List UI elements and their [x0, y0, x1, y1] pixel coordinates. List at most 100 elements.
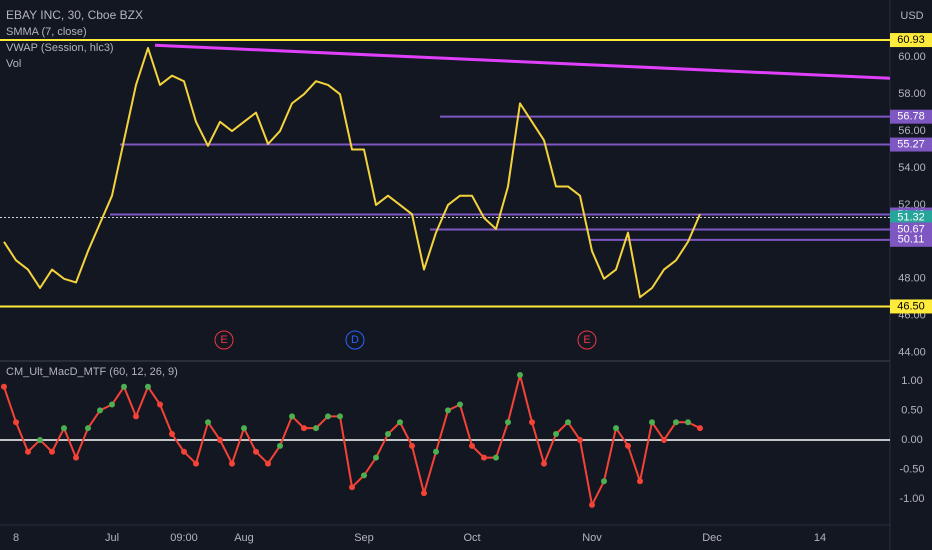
level-tag	[890, 109, 932, 124]
x-tick-label: 09:00	[170, 532, 198, 544]
macd-dot	[565, 419, 571, 426]
macd-dot	[589, 501, 595, 508]
macd-dot	[61, 425, 67, 432]
macd-dot	[421, 490, 427, 497]
macd-dot	[409, 442, 415, 449]
macd-dot	[685, 419, 691, 426]
macd-dot	[169, 431, 175, 438]
level-tag	[890, 33, 932, 48]
macd-dot	[577, 436, 583, 443]
y-tick-label: 48.00	[898, 273, 926, 285]
macd-dot	[529, 419, 535, 426]
y-tick-label: 0.00	[901, 434, 922, 446]
level-label: 51.32	[897, 211, 925, 223]
macd-dot	[205, 419, 211, 426]
level-label: 55.27	[897, 138, 925, 150]
macd-dot	[505, 419, 511, 426]
symbol-title: EBAY INC, 30, Cboe BZX	[6, 8, 143, 22]
x-tick-label: Jul	[105, 532, 119, 544]
macd-dot	[325, 413, 331, 420]
macd-dot	[649, 419, 655, 426]
currency-label[interactable]: USD	[900, 10, 923, 22]
macd-dot	[301, 425, 307, 432]
level-tag	[890, 299, 932, 314]
level-tag	[890, 210, 932, 225]
macd-dot	[373, 454, 379, 461]
level-label: 50.11	[898, 234, 925, 246]
x-tick-label: Dec	[702, 532, 722, 544]
macd-dot	[337, 413, 343, 420]
macd-dot	[277, 442, 283, 449]
macd-dot	[97, 407, 103, 414]
x-tick-label: Oct	[463, 532, 480, 544]
indicator-label: SMMA (7, close)	[6, 26, 87, 38]
y-tick-label: 60.00	[898, 51, 926, 63]
macd-dot	[289, 413, 295, 420]
macd-dot	[25, 448, 31, 455]
event-label: E	[583, 334, 590, 346]
macd-dot	[109, 401, 115, 408]
macd-dot	[229, 460, 235, 467]
macd-dot	[1, 383, 7, 390]
macd-dot	[481, 454, 487, 461]
macd-dot	[385, 431, 391, 438]
macd-dot	[217, 436, 223, 443]
y-tick-label: 44.00	[898, 347, 926, 359]
event-marker	[577, 330, 597, 350]
level-label: 60.93	[897, 34, 925, 46]
macd-dot	[145, 383, 151, 390]
macd-dot	[49, 448, 55, 455]
y-tick-label: -0.50	[899, 463, 924, 475]
indicator-label: Vol	[6, 58, 21, 70]
x-tick-label: 8	[13, 532, 19, 544]
indicator-label: VWAP (Session, hlc3)	[6, 42, 114, 54]
y-tick-label: 56.00	[898, 125, 926, 137]
level-label: 46.50	[897, 300, 925, 312]
y-tick-label: 1.00	[901, 375, 922, 387]
macd-dot	[697, 425, 703, 432]
x-tick-label: Nov	[582, 532, 602, 544]
macd-dot	[157, 401, 163, 408]
x-tick-label: Aug	[234, 532, 254, 544]
macd-dot	[73, 454, 79, 461]
macd-dot	[517, 371, 523, 378]
y-tick-label: 58.00	[898, 88, 926, 100]
level-label: 50.67	[897, 223, 925, 235]
macd-dot	[313, 425, 319, 432]
macd-dot	[397, 419, 403, 426]
macd-dot	[457, 401, 463, 408]
macd-dot	[625, 442, 631, 449]
event-label: D	[351, 334, 359, 346]
event-marker	[345, 330, 365, 350]
macd-dot	[445, 407, 451, 414]
macd-dot	[241, 425, 247, 432]
macd-dot	[673, 419, 679, 426]
macd-dot	[469, 442, 475, 449]
macd-dot	[493, 454, 499, 461]
y-tick-label: 54.00	[898, 162, 926, 174]
event-label: E	[220, 334, 227, 346]
macd-dot	[121, 383, 127, 390]
macd-dot	[637, 478, 643, 485]
macd-dot	[553, 431, 559, 438]
macd-dot	[661, 436, 667, 443]
level-tag	[890, 232, 932, 247]
y-tick-label: -1.00	[899, 493, 924, 505]
macd-dot	[133, 413, 139, 420]
x-tick-label: 14	[814, 532, 826, 544]
macd-dot	[433, 448, 439, 455]
x-tick-label: Sep	[354, 532, 374, 544]
price-line	[3, 47, 701, 299]
macd-dot	[85, 425, 91, 432]
macd-dot	[13, 419, 19, 426]
macd-dot	[253, 448, 259, 455]
event-marker	[214, 330, 234, 350]
macd-dot	[265, 460, 271, 467]
macd-dot	[37, 436, 43, 443]
level-label: 56.78	[897, 111, 925, 123]
level-tag	[890, 137, 932, 152]
macd-dot	[601, 478, 607, 485]
indicator-title: CM_Ult_MacD_MTF (60, 12, 26, 9)	[6, 366, 178, 378]
